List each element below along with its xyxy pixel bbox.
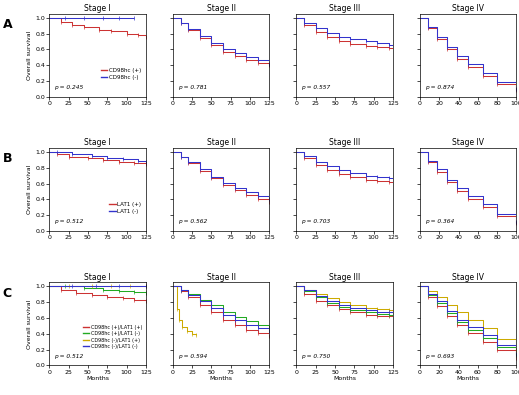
Text: p = 0.364: p = 0.364 bbox=[425, 220, 454, 224]
Title: Stage IV: Stage IV bbox=[452, 138, 484, 147]
Text: p = 0.594: p = 0.594 bbox=[177, 354, 207, 359]
X-axis label: Months: Months bbox=[333, 376, 356, 381]
Text: C: C bbox=[3, 287, 12, 300]
Title: Stage IV: Stage IV bbox=[452, 273, 484, 282]
Text: p = 0.781: p = 0.781 bbox=[177, 85, 207, 90]
Title: Stage II: Stage II bbox=[207, 4, 236, 13]
Text: p = 0.750: p = 0.750 bbox=[301, 354, 331, 359]
Text: A: A bbox=[3, 18, 12, 31]
Title: Stage IV: Stage IV bbox=[452, 4, 484, 13]
Title: Stage I: Stage I bbox=[84, 273, 111, 282]
Y-axis label: Overall survival: Overall survival bbox=[28, 299, 33, 349]
Title: Stage II: Stage II bbox=[207, 138, 236, 147]
Text: p = 0.245: p = 0.245 bbox=[54, 85, 84, 90]
Title: Stage III: Stage III bbox=[329, 138, 360, 147]
Y-axis label: Overall survival: Overall survival bbox=[28, 30, 33, 80]
Title: Stage III: Stage III bbox=[329, 273, 360, 282]
Text: p = 0.693: p = 0.693 bbox=[425, 354, 454, 359]
Text: p = 0.512: p = 0.512 bbox=[54, 220, 84, 224]
Text: p = 0.512: p = 0.512 bbox=[54, 354, 84, 359]
Y-axis label: Overall survival: Overall survival bbox=[28, 165, 33, 214]
X-axis label: Months: Months bbox=[86, 376, 109, 381]
X-axis label: Months: Months bbox=[457, 376, 480, 381]
Legend: CD98hc (+), CD98hc (-): CD98hc (+), CD98hc (-) bbox=[99, 66, 143, 81]
Title: Stage II: Stage II bbox=[207, 273, 236, 282]
Text: p = 0.874: p = 0.874 bbox=[425, 85, 454, 90]
Title: Stage III: Stage III bbox=[329, 4, 360, 13]
X-axis label: Months: Months bbox=[210, 376, 233, 381]
Text: B: B bbox=[3, 152, 12, 165]
Text: p = 0.703: p = 0.703 bbox=[301, 220, 331, 224]
Title: Stage I: Stage I bbox=[84, 138, 111, 147]
Title: Stage I: Stage I bbox=[84, 4, 111, 13]
Legend: LAT1 (+), LAT1 (-): LAT1 (+), LAT1 (-) bbox=[107, 201, 143, 216]
Legend: CD98hc (+)/LAT1 (+), CD98hc (+)/LAT1 (-), CD98hc (-)/LAT1 (+), CD98hc (-)/LAT1 (: CD98hc (+)/LAT1 (+), CD98hc (+)/LAT1 (-)… bbox=[82, 323, 143, 350]
Text: p = 0.557: p = 0.557 bbox=[301, 85, 331, 90]
Text: p = 0.562: p = 0.562 bbox=[177, 220, 207, 224]
